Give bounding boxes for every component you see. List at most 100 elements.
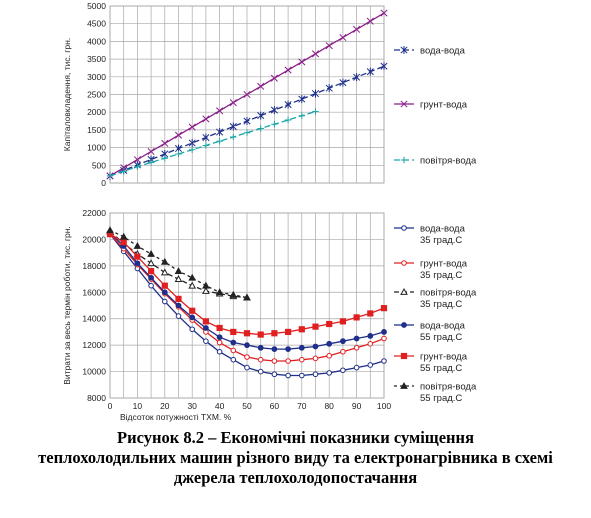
data-point [189,146,196,153]
y-axis-title: Витрати за весь термін роботи, тис. грн. [62,226,72,385]
data-point [175,313,182,319]
data-point [148,268,155,275]
data-point [189,307,196,314]
data-point [299,372,305,379]
data-point [339,318,346,325]
data-point [174,267,183,275]
y-tick-label: 4500 [87,19,106,29]
data-point [106,172,114,180]
legend-entry: повітря-вода [394,156,477,167]
data-point [284,100,292,109]
data-point [270,74,278,82]
x-tick-label: 30 [187,401,197,411]
legend-label-line2: 35 град.С [420,235,462,246]
legend-marker [401,260,407,266]
data-point [298,344,305,351]
data-point [133,242,142,249]
data-point [381,335,387,342]
caption-line-3: джерела теплохолодопостачання [173,468,418,487]
x-tick-label: 60 [270,401,280,411]
data-point [216,348,223,355]
data-point [189,326,195,333]
y-tick-label: 500 [92,160,106,170]
data-point [380,9,388,17]
legend-label: грунт-вода [420,352,468,363]
x-tick-label: 20 [160,401,170,411]
data-point [174,275,183,282]
y-tick-label: 16000 [82,287,106,297]
data-point [285,328,292,336]
data-point [120,164,128,172]
legend-label: повітря-вода [420,156,477,167]
y-tick-label: 2000 [87,107,106,117]
legend-label: повітря-вода [420,288,477,299]
data-point [106,226,114,234]
data-point [243,90,251,99]
data-point [257,344,264,351]
data-point [257,331,264,338]
data-point [147,147,155,156]
legend-label-line2: 35 град.С [420,270,462,281]
data-point [312,108,319,115]
x-tick-label: 100 [377,401,391,411]
data-point [285,358,291,364]
legend-label-line2: 55 град.С [420,393,462,404]
series-line [109,110,316,177]
data-point [243,117,251,126]
legend-entry: грунт-вода [394,100,468,111]
data-point [229,99,237,107]
data-point [230,339,237,346]
data-point [271,330,278,337]
data-point [312,323,319,330]
data-point [326,352,333,359]
legend-marker [400,156,408,164]
legend-marker [400,381,408,389]
data-point [134,253,141,260]
series-3 [106,108,319,180]
data-point [381,329,387,335]
data-point [243,129,251,136]
data-point [367,362,374,368]
data-point [284,66,292,74]
data-point [298,58,306,66]
data-point [202,142,210,149]
caption-line-1: Рисунок 8.2 – Економічні показники суміщ… [117,428,474,447]
data-point [216,339,223,346]
legend-label: грунт-вода [420,100,468,111]
data-point [353,344,360,351]
data-point [229,122,237,131]
data-point [271,346,278,353]
data-point [188,281,197,289]
data-point [298,95,306,104]
data-point [299,356,305,363]
data-point [353,314,360,321]
legend-label: повітря-вода [420,382,477,393]
data-point [244,364,250,371]
data-point [257,125,264,132]
data-point [339,33,347,42]
data-point [243,330,251,337]
data-point [188,138,196,147]
data-point [230,328,237,336]
data-point [161,282,168,289]
data-point [271,358,278,364]
data-point [326,340,333,347]
series-2 [106,9,388,180]
y-axis-title: Капіталовкладення, тис. грн. [62,38,72,151]
data-point [312,343,319,350]
data-point [380,305,388,312]
data-point [311,89,320,98]
data-point [230,356,237,363]
data-point [162,298,168,305]
data-point [367,310,374,317]
data-point [340,367,346,374]
data-point [160,268,169,276]
x-tick-label: 90 [352,401,362,411]
data-point [161,289,168,296]
data-point [147,249,155,257]
data-point [147,259,155,267]
data-point [340,348,346,355]
